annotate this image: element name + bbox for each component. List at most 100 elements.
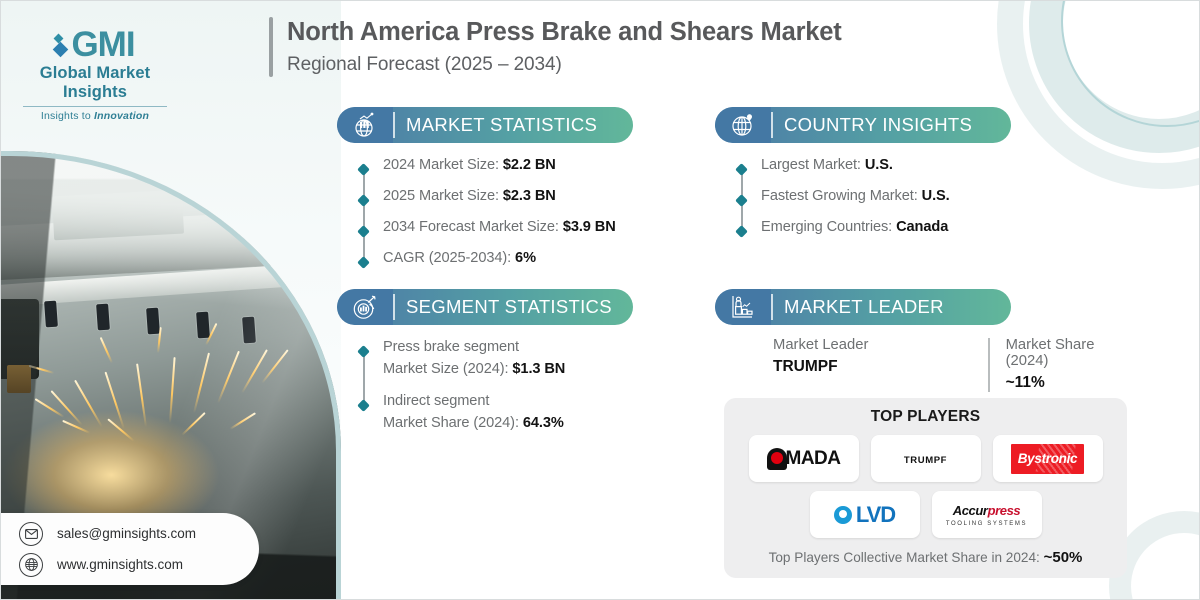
list-item-text: Market Size (2024): $1.3 BN: [383, 361, 565, 377]
globe-icon: [19, 552, 43, 577]
accurpress-word-b: press: [987, 503, 1021, 518]
country-insights-list: Largest Market: U.S. Fastest Growing Mar…: [715, 157, 1011, 238]
list-item-text: Market Share (2024): 64.3%: [383, 415, 564, 431]
bystronic-logo: Bystronic: [1010, 443, 1085, 474]
player-logo-amada[interactable]: MADA: [748, 435, 859, 482]
decorative-arc-thin: [1061, 1, 1199, 127]
accurpress-wordmark: Accurpress: [953, 503, 1021, 518]
section-country-insights: COUNTRY INSIGHTS Largest Market: U.S. Fa…: [715, 107, 1011, 238]
item-label: 2025 Market Size:: [383, 188, 503, 204]
vertical-divider: [987, 338, 990, 392]
pie-chart-arrow-icon: [337, 289, 393, 325]
tagline-italic: Innovation: [94, 110, 150, 122]
list-item: Largest Market: U.S.: [735, 157, 1011, 176]
section-market-leader: MARKET LEADER Market Leader TRUMPF Marke…: [715, 289, 1127, 392]
item-label: Market Share (2024):: [383, 415, 523, 431]
title-accent-bar: [269, 17, 273, 77]
list-item: Indirect segment: [357, 393, 633, 412]
gmi-logo-mark: GMI: [15, 27, 175, 62]
top-players-row-1: MADA TRUMPF Bystronic: [736, 435, 1115, 482]
decorative-arc-outer: [997, 1, 1199, 189]
item-value: U.S.: [864, 157, 893, 173]
section-segment-statistics: SEGMENT STATISTICS Press brake segment M…: [337, 289, 633, 431]
contact-email: sales@gminsights.com: [57, 526, 197, 541]
trumpf-wordmark: TRUMPF: [903, 454, 948, 466]
list-connector-line: [363, 349, 365, 405]
page-title: North America Press Brake and Shears Mar…: [287, 18, 842, 46]
market-statistics-header: MARKET STATISTICS: [337, 107, 633, 143]
pill-divider: [771, 294, 773, 320]
accurpress-subtext: TOOLING SYSTEMS: [945, 521, 1028, 527]
list-item: 2024 Market Size: $2.2 BN: [357, 157, 633, 176]
gmi-letters: GMI: [71, 25, 135, 64]
market-leader-name-block: Market Leader TRUMPF: [773, 337, 970, 376]
list-item-text: 2034 Forecast Market Size: $3.9 BN: [383, 219, 616, 235]
amada-wordmark: MADA: [785, 447, 842, 469]
amada-a-mark: [766, 447, 787, 470]
item-value: $2.3 BN: [502, 188, 556, 204]
list-item-text: 2025 Market Size: $2.3 BN: [383, 188, 556, 204]
section-market-statistics: MARKET STATISTICS 2024 Market Size: $2.2…: [337, 107, 633, 269]
logo-divider: [23, 106, 167, 107]
bystronic-wordmark: Bystronic: [1017, 450, 1078, 466]
top-players-panel: TOP PLAYERS MADA TRUMPF Bystronic: [724, 398, 1127, 578]
decorative-arc-middle: [1029, 1, 1199, 153]
globe-pin-icon: [715, 107, 771, 143]
list-item: 2034 Forecast Market Size: $3.9 BN: [357, 219, 633, 238]
item-label: Fastest Growing Market:: [761, 188, 922, 204]
gmi-logo-tagline: Insights to Innovation: [15, 110, 175, 122]
bullet-diamond-icon: [357, 225, 370, 238]
pill-divider: [393, 112, 395, 138]
lvd-logo: LVD: [833, 502, 896, 528]
list-item: 2025 Market Size: $2.3 BN: [357, 188, 633, 207]
segment-statistics-list: Press brake segment Market Size (2024): …: [337, 339, 633, 431]
market-statistics-list: 2024 Market Size: $2.2 BN 2025 Market Si…: [337, 157, 633, 269]
contact-email-row[interactable]: sales@gminsights.com: [19, 521, 259, 546]
contact-website-row[interactable]: www.gminsights.com: [19, 552, 259, 577]
bullet-diamond-icon: [735, 163, 748, 176]
list-item-text: CAGR (2025-2034): 6%: [383, 250, 536, 266]
bullet-diamond-icon: [735, 225, 748, 238]
section-label: MARKET STATISTICS: [406, 114, 598, 135]
item-value: $3.9 BN: [562, 219, 616, 235]
item-label: Market Size (2024):: [383, 361, 513, 377]
contact-website: www.gminsights.com: [57, 557, 184, 572]
player-logo-lvd[interactable]: LVD: [809, 491, 920, 538]
pill-divider: [771, 112, 773, 138]
item-heading: Press brake segment: [383, 339, 519, 355]
player-logo-accurpress[interactable]: Accurpress TOOLING SYSTEMS: [931, 491, 1042, 538]
market-leader-value: TRUMPF: [773, 358, 838, 375]
market-leader-body: Market Leader TRUMPF Market Share (2024)…: [715, 337, 1127, 392]
market-leader-label: Market Leader: [773, 337, 869, 353]
market-share-label: Market Share (2024): [1005, 337, 1095, 369]
bullet-diamond-icon: [357, 345, 370, 358]
item-label: 2034 Forecast Market Size:: [383, 219, 563, 235]
item-label: 2024 Market Size:: [383, 157, 503, 173]
market-share-value: ~11%: [1005, 374, 1045, 391]
top-players-row-2: LVD Accurpress TOOLING SYSTEMS: [736, 491, 1115, 538]
list-item: Emerging Countries: Canada: [735, 219, 1011, 238]
player-logo-bystronic[interactable]: Bystronic: [992, 435, 1103, 482]
bullet-diamond-icon: [357, 256, 370, 269]
accurpress-word-a: Accur: [952, 503, 988, 518]
lvd-mark-icon: [833, 505, 852, 524]
top-players-title: TOP PLAYERS: [870, 408, 981, 425]
list-item: Fastest Growing Market: U.S.: [735, 188, 1011, 207]
bullet-diamond-icon: [735, 194, 748, 207]
page-subtitle: Regional Forecast (2025 – 2034): [287, 53, 562, 75]
item-value: $1.3 BN: [512, 361, 566, 377]
player-logo-trumpf[interactable]: TRUMPF: [870, 435, 981, 482]
segment-statistics-header: SEGMENT STATISTICS: [337, 289, 633, 325]
list-item-detail: Market Size (2024): $1.3 BN: [383, 361, 633, 377]
list-item: CAGR (2025-2034): 6%: [357, 250, 633, 269]
top-players-footer: Top Players Collective Market Share in 2…: [736, 549, 1115, 566]
item-value: U.S.: [921, 188, 950, 204]
list-item-text: Largest Market: U.S.: [761, 157, 893, 173]
list-item-text: 2024 Market Size: $2.2 BN: [383, 157, 556, 173]
country-insights-header: COUNTRY INSIGHTS: [715, 107, 1011, 143]
gmi-logo-name: Global Market Insights: [39, 64, 151, 101]
amada-logo: MADA: [766, 447, 842, 470]
trumpf-logo: TRUMPF: [904, 450, 947, 468]
section-label: COUNTRY INSIGHTS: [784, 114, 973, 135]
